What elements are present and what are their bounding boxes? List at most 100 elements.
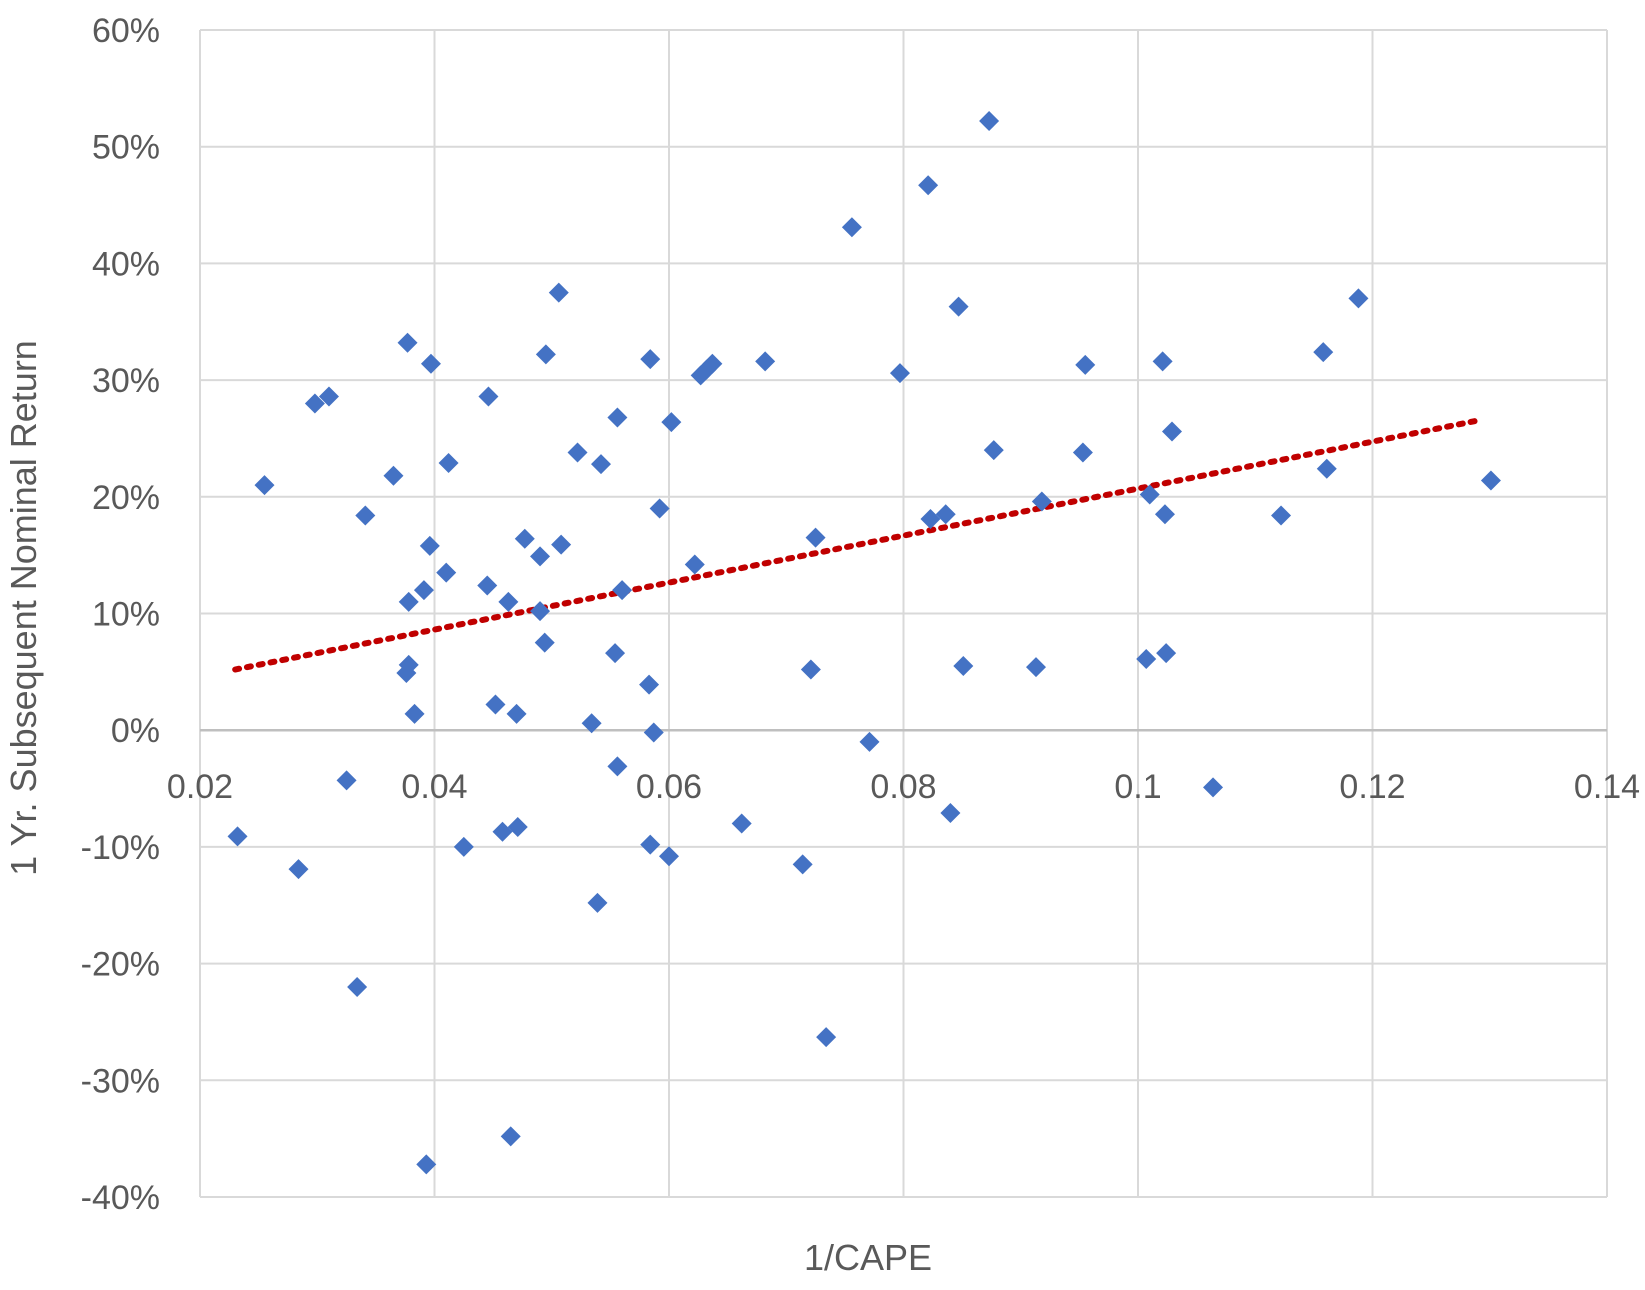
data-point	[587, 892, 608, 913]
data-point	[227, 826, 248, 847]
data-point	[535, 344, 556, 365]
data-point	[920, 508, 941, 529]
data-point	[640, 349, 661, 370]
data-point	[805, 527, 826, 548]
data-point	[918, 175, 939, 196]
y-tick-label: -20%	[81, 946, 160, 984]
y-tick-label: 30%	[92, 362, 160, 400]
data-point	[800, 659, 821, 680]
data-point	[953, 656, 974, 677]
data-point	[1480, 470, 1501, 491]
data-point	[500, 1126, 521, 1147]
trendline	[232, 416, 1485, 673]
grid-lines	[199, 29, 1608, 1198]
data-point	[530, 546, 551, 567]
data-point	[649, 498, 670, 519]
data-point	[1152, 351, 1173, 372]
tick-labels: 0.02 0.04 0.06 0.08 0.1 0.12 0.14 -40% -30% -20% -…	[81, 12, 1640, 1217]
data-point	[397, 332, 418, 353]
y-tick-label: -40%	[81, 1179, 160, 1217]
x-tick-label: 0.1	[1114, 768, 1161, 806]
data-point	[792, 854, 813, 875]
data-point	[612, 580, 633, 601]
trendline-layer	[232, 416, 1485, 673]
y-tick-label: -10%	[81, 829, 160, 867]
data-points	[227, 111, 1501, 1175]
data-point	[304, 393, 325, 414]
data-point	[859, 731, 880, 752]
data-point	[1136, 649, 1157, 670]
data-point	[507, 817, 528, 838]
data-point	[548, 282, 569, 303]
data-point	[478, 386, 499, 407]
data-point	[530, 601, 551, 622]
data-point	[288, 859, 309, 880]
data-point	[514, 528, 535, 549]
data-point	[1348, 288, 1369, 309]
data-point	[1271, 505, 1292, 526]
data-point	[398, 591, 419, 612]
data-point	[643, 722, 664, 743]
data-point	[438, 452, 459, 473]
y-tick-label: 0%	[111, 712, 160, 750]
data-point	[940, 803, 961, 824]
data-point	[1313, 342, 1334, 363]
x-tick-label: 0.06	[636, 768, 702, 806]
data-point	[684, 554, 705, 575]
data-point	[607, 756, 628, 777]
data-point	[1154, 504, 1175, 525]
data-point	[983, 440, 1004, 461]
x-tick-label: 0.12	[1339, 768, 1405, 806]
data-point	[492, 821, 513, 842]
y-tick-label: -30%	[81, 1062, 160, 1100]
y-tick-label: 10%	[92, 596, 160, 634]
data-point	[607, 407, 628, 428]
data-point	[1156, 643, 1177, 664]
data-point	[581, 713, 602, 734]
data-point	[640, 834, 661, 855]
data-point	[453, 836, 474, 857]
x-tick-label: 0.14	[1574, 768, 1640, 806]
y-tick-label: 50%	[92, 129, 160, 167]
data-point	[1162, 421, 1183, 442]
data-point	[534, 632, 555, 653]
data-point	[506, 703, 527, 724]
data-point	[702, 353, 723, 374]
data-point	[979, 111, 1000, 132]
data-point	[816, 1027, 837, 1048]
data-point	[567, 442, 588, 463]
data-point	[1025, 657, 1046, 678]
y-tick-label: 40%	[92, 245, 160, 283]
y-tick-label: 20%	[92, 479, 160, 517]
data-point	[1072, 442, 1093, 463]
data-point	[639, 674, 660, 695]
data-point	[755, 351, 776, 372]
x-tick-label: 0.02	[167, 768, 233, 806]
data-point	[948, 296, 969, 317]
data-point	[841, 217, 862, 238]
y-axis-title: 1 Yr. Subsequent Nominal Return	[3, 340, 44, 876]
data-point	[436, 562, 457, 583]
data-point	[416, 1154, 437, 1175]
data-point	[485, 694, 506, 715]
data-point	[1203, 777, 1224, 798]
data-point	[605, 643, 626, 664]
data-point	[398, 654, 419, 675]
data-point	[1075, 354, 1096, 375]
data-point	[413, 580, 434, 601]
data-point	[383, 465, 404, 486]
x-tick-label: 0.04	[401, 768, 467, 806]
data-point	[1316, 458, 1337, 479]
data-point	[477, 575, 498, 596]
data-point	[551, 534, 572, 555]
data-point	[590, 454, 611, 475]
data-point	[355, 505, 376, 526]
data-point	[254, 475, 275, 496]
data-point	[659, 846, 679, 867]
data-point	[935, 504, 956, 525]
data-point	[347, 976, 368, 997]
data-point	[1031, 491, 1052, 512]
data-point	[318, 386, 339, 407]
